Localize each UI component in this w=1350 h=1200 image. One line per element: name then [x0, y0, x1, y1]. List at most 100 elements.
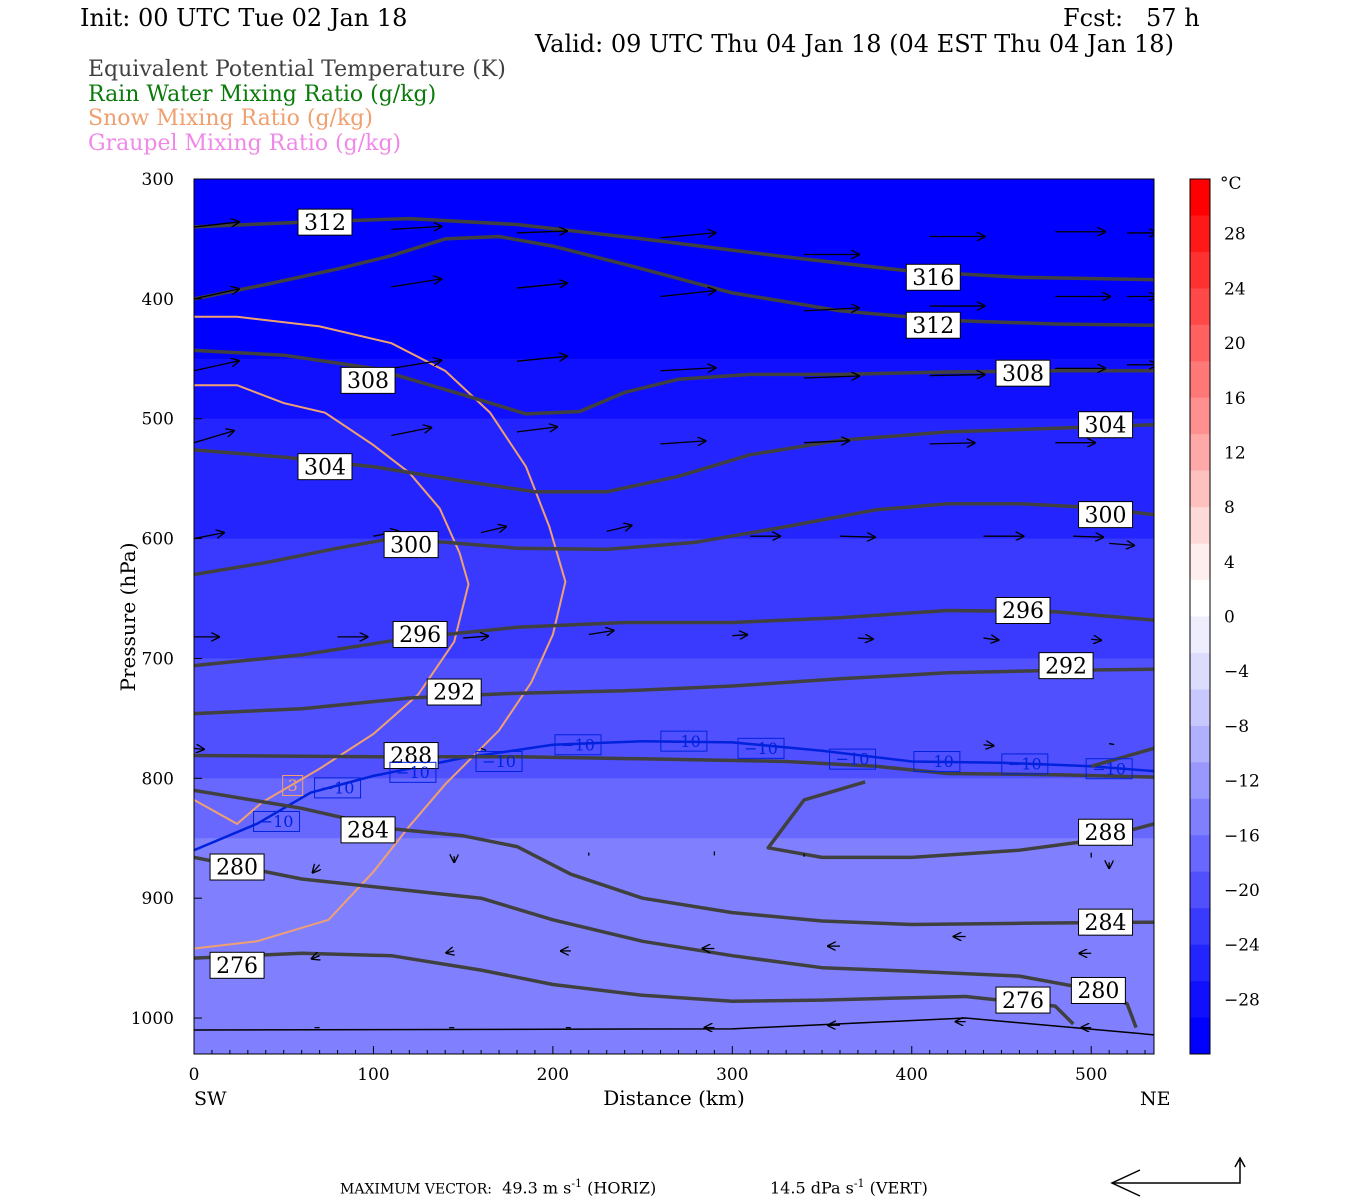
- temp-band: [194, 598, 1154, 659]
- temp-band: [194, 179, 1154, 300]
- vert-tag: (VERT): [869, 1178, 928, 1198]
- colorbar-segment: [1190, 179, 1210, 216]
- isotherm-label: −10: [554, 734, 602, 756]
- x-tick-label: 0: [189, 1065, 200, 1085]
- colorbar-unit: °C: [1220, 174, 1242, 194]
- theta-e-label: 284: [340, 816, 396, 844]
- isotherm-label-text: −10: [667, 732, 701, 751]
- colorbar-label: 8: [1224, 498, 1235, 518]
- theta-e-label-text: 316: [912, 266, 954, 291]
- isotherm-label: −10: [660, 730, 708, 752]
- isotherm-label-text: −10: [1008, 755, 1042, 774]
- theta-e-label: 288: [1078, 818, 1134, 846]
- legend-theta-e: Equivalent Potential Temperature (K): [88, 57, 506, 82]
- theta-e-label-text: 276: [216, 954, 258, 979]
- theta-e-label: 312: [297, 208, 353, 236]
- temp-band: [194, 1018, 1154, 1054]
- theta-e-label-text: 308: [1002, 362, 1044, 387]
- isotherm-label: −10: [253, 810, 301, 832]
- surface-line: [194, 1017, 1154, 1036]
- colorbar-label: 28: [1224, 225, 1246, 245]
- temp-band: [194, 478, 1154, 540]
- wind-vector: [929, 443, 975, 444]
- wind-vector: [463, 636, 488, 638]
- colorbar-segment: [1190, 288, 1210, 326]
- colorbar-label: 24: [1224, 279, 1246, 299]
- forecast-hour: Fcst: 57 h: [1063, 6, 1200, 30]
- wind-vector: [480, 747, 487, 751]
- wind-vector: [194, 431, 234, 444]
- theta-e-label-text: 312: [304, 211, 346, 236]
- isotherm-label-text: −10: [744, 739, 778, 758]
- max-vector-label: MAXIMUM VECTOR:: [340, 1181, 492, 1198]
- wind-vector: [983, 745, 994, 746]
- theta-e-label: 300: [1078, 501, 1134, 528]
- isotherm-label-text: −10: [561, 735, 595, 754]
- isotherm-label: −10: [475, 751, 523, 773]
- isotherm-label: −10: [1001, 753, 1049, 775]
- wind-vector: [313, 865, 320, 873]
- theta-e-label: 300: [383, 531, 439, 558]
- isotherm-label: −10: [389, 761, 437, 783]
- wind-vector: [194, 748, 204, 749]
- y-tick-label: 300: [142, 170, 174, 190]
- colorbar-label: −12: [1224, 772, 1260, 792]
- colorbar-segment: [1190, 981, 1210, 1019]
- theta-e-label: 292: [1038, 652, 1094, 679]
- x-tick-label: 100: [357, 1065, 389, 1085]
- colorbar-label: −24: [1224, 936, 1260, 956]
- theta-e-label-text: 292: [1045, 654, 1087, 679]
- colorbar-segment: [1190, 251, 1210, 289]
- y-tick-label: 1000: [131, 1009, 174, 1029]
- temp-band: [194, 838, 1154, 899]
- x-tick-label: 400: [896, 1065, 928, 1085]
- wind-vector: [391, 226, 441, 229]
- vert-value: 14.5 dPa s: [770, 1178, 854, 1198]
- wind-vector: [732, 635, 747, 636]
- theta-e-label: 280: [1070, 976, 1126, 1004]
- theta-e-label-text: 308: [347, 369, 389, 394]
- theta-e-label: 296: [995, 597, 1051, 624]
- x-tick-label: 500: [1075, 1065, 1107, 1085]
- colorbar-segment: [1190, 798, 1210, 836]
- colorbar-segment: [1190, 507, 1210, 545]
- wind-vector: [606, 525, 632, 533]
- valid-time: Valid: 09 UTC Thu 04 Jan 18 (04 EST Thu …: [535, 30, 1174, 58]
- snow-contour: [194, 384, 470, 826]
- wind-vector: [839, 536, 875, 537]
- contour-labels: 312 316 312 308 308 304 304 300 300 296 296 292 292 2…: [209, 208, 1134, 1014]
- wind-vector: [194, 361, 239, 372]
- temp-band: [194, 898, 1154, 959]
- theta-e-label-text: 312: [912, 314, 954, 339]
- colorbar-segment: [1190, 361, 1210, 399]
- colorbar-segment: [1190, 835, 1210, 873]
- y-tick-label: 800: [142, 769, 174, 789]
- legend-graupel: Graupel Mixing Ratio (g/kg): [88, 131, 402, 156]
- snow-contour: [194, 315, 567, 950]
- theta-e-label-text: 304: [304, 455, 346, 480]
- horiz-exp: -1: [571, 1177, 583, 1190]
- theta-e-contour: [1090, 746, 1154, 768]
- wind-vector: [1109, 742, 1115, 746]
- snow-label-text: 3: [288, 776, 298, 795]
- isotherm-label-text: −10: [920, 752, 954, 771]
- theta-e-label: 296: [392, 620, 448, 648]
- theta-e-label-text: 276: [1002, 989, 1044, 1014]
- colorbar-label: −16: [1224, 826, 1260, 846]
- colorbar-segment: [1190, 652, 1210, 690]
- vert-exp: -1: [853, 1177, 865, 1190]
- max-vector-vert: 14.5 dPa s-1 (VERT): [770, 1177, 928, 1197]
- colorbar-segment: [1190, 324, 1210, 362]
- horiz-value: 49.3 m s: [502, 1178, 572, 1198]
- x-tick-label: 300: [716, 1065, 748, 1085]
- wind-vector: [480, 527, 506, 534]
- temp-band: [194, 298, 1154, 360]
- theta-e-label-text: 288: [390, 744, 432, 769]
- colorbar-segment: [1190, 470, 1210, 508]
- colorbar-segment: [1190, 689, 1210, 727]
- temp-band: [194, 958, 1154, 1019]
- wind-vector: [312, 956, 320, 959]
- wind-vector: [194, 222, 239, 228]
- theta-e-label: 304: [1078, 411, 1134, 438]
